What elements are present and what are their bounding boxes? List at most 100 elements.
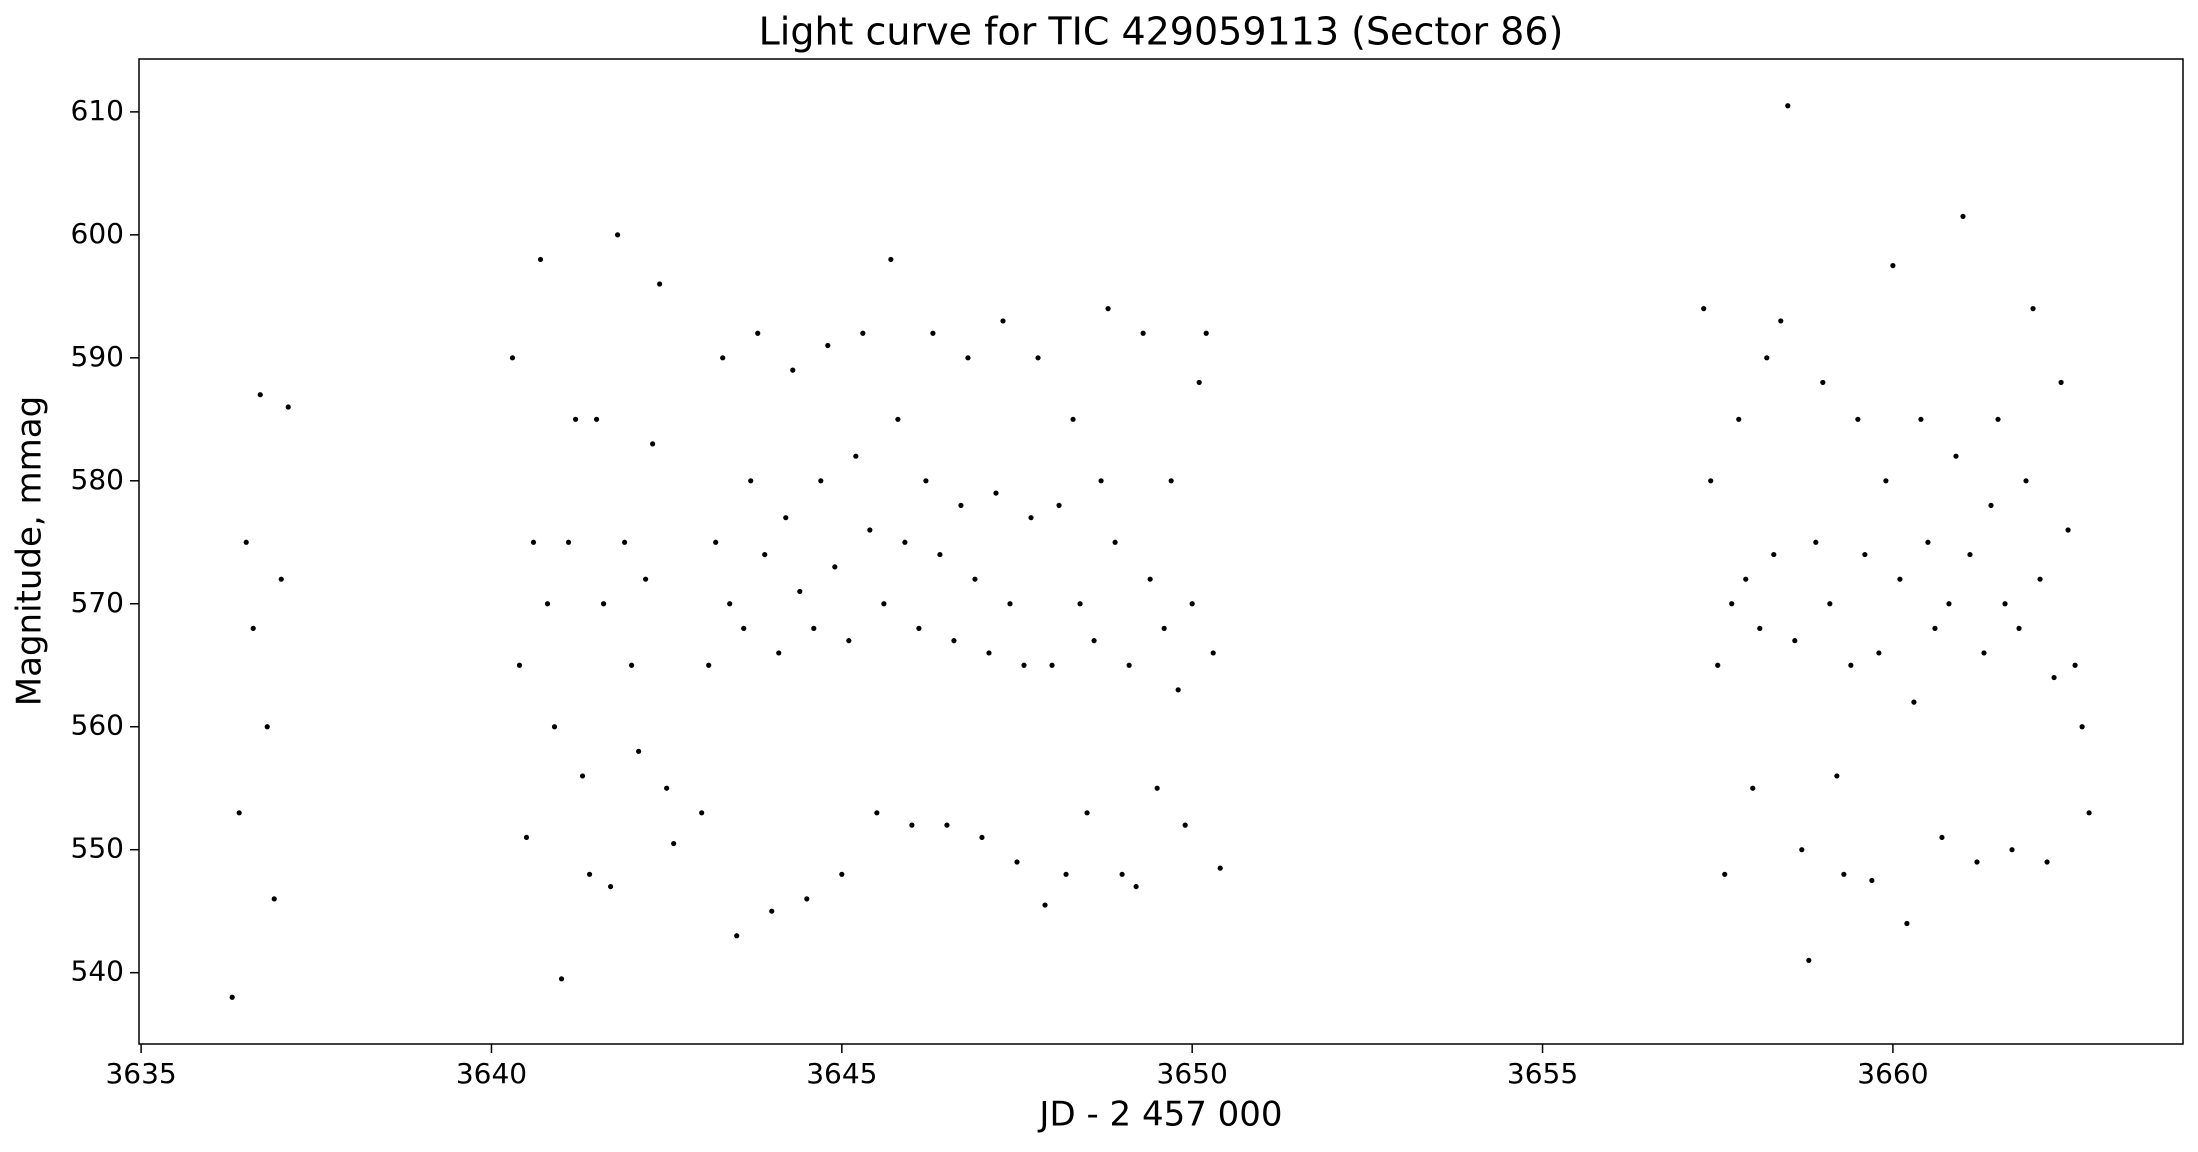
data-point bbox=[1112, 539, 1118, 545]
data-point bbox=[769, 908, 775, 914]
data-point bbox=[1196, 379, 1202, 386]
data-point bbox=[888, 256, 894, 263]
data-point bbox=[1876, 650, 1882, 656]
data-point bbox=[804, 896, 810, 902]
data-point bbox=[713, 539, 719, 545]
data-point bbox=[1140, 330, 1146, 336]
data-point bbox=[1750, 785, 1756, 791]
data-point bbox=[1813, 539, 1819, 545]
data-point bbox=[1806, 957, 1812, 963]
data-point bbox=[916, 625, 922, 631]
data-point bbox=[818, 478, 824, 484]
data-point bbox=[797, 588, 803, 595]
data-point bbox=[257, 392, 263, 398]
y-tick-label: 610 bbox=[71, 94, 124, 127]
data-point bbox=[930, 330, 936, 336]
data-point bbox=[1175, 687, 1181, 693]
data-point bbox=[853, 453, 859, 459]
data-point bbox=[1035, 355, 1041, 361]
data-point bbox=[923, 478, 929, 484]
data-point bbox=[657, 281, 663, 287]
y-tick-label: 560 bbox=[71, 709, 124, 742]
x-tick-label: 3660 bbox=[1857, 1057, 1928, 1090]
data-point bbox=[636, 748, 642, 754]
data-point bbox=[621, 539, 628, 545]
data-point bbox=[958, 502, 964, 508]
data-point bbox=[1729, 601, 1735, 607]
data-point bbox=[846, 638, 852, 644]
data-point bbox=[720, 355, 726, 361]
data-point bbox=[229, 994, 235, 1000]
data-point bbox=[1799, 847, 1805, 853]
data-point bbox=[579, 773, 586, 779]
data-point bbox=[762, 551, 768, 558]
data-point bbox=[629, 662, 635, 668]
data-point bbox=[2037, 576, 2043, 582]
data-point bbox=[2023, 478, 2029, 484]
data-point bbox=[1070, 416, 1076, 422]
data-point bbox=[1000, 318, 1006, 324]
data-point bbox=[1918, 416, 1924, 422]
data-point bbox=[1210, 650, 1216, 656]
data-point bbox=[243, 539, 249, 545]
data-point bbox=[1792, 638, 1798, 644]
data-point bbox=[1063, 871, 1069, 877]
data-point bbox=[1855, 416, 1861, 422]
data-point bbox=[1841, 871, 1847, 877]
data-point bbox=[1217, 865, 1223, 871]
data-point bbox=[1974, 859, 1980, 865]
data-point bbox=[832, 564, 838, 570]
data-point bbox=[1098, 478, 1104, 484]
data-point bbox=[544, 601, 551, 607]
data-point bbox=[664, 785, 670, 791]
data-point bbox=[2030, 306, 2036, 312]
data-point bbox=[650, 441, 656, 447]
data-point bbox=[1757, 625, 1763, 631]
data-point bbox=[516, 662, 523, 668]
data-point bbox=[1862, 551, 1868, 558]
data-point bbox=[944, 822, 950, 828]
data-point bbox=[1869, 877, 1875, 884]
data-point bbox=[1953, 453, 1959, 459]
data-point bbox=[755, 330, 761, 336]
data-point bbox=[951, 638, 957, 644]
data-point bbox=[860, 330, 866, 336]
data-point bbox=[1203, 330, 1209, 336]
data-point bbox=[509, 355, 516, 361]
data-point bbox=[530, 539, 537, 545]
data-point bbox=[600, 601, 607, 607]
data-point bbox=[523, 834, 530, 841]
data-point bbox=[2072, 662, 2078, 668]
data-point bbox=[1736, 416, 1742, 422]
data-point bbox=[671, 840, 677, 847]
data-point bbox=[811, 625, 817, 631]
data-point bbox=[593, 416, 600, 422]
data-point bbox=[565, 539, 572, 545]
data-point bbox=[2058, 379, 2064, 386]
data-point bbox=[1981, 650, 1987, 656]
data-point bbox=[1785, 103, 1791, 109]
data-point bbox=[1715, 662, 1721, 668]
data-point bbox=[699, 810, 705, 816]
data-point bbox=[572, 416, 579, 422]
data-point bbox=[748, 478, 754, 484]
data-point bbox=[1701, 306, 1707, 312]
data-point bbox=[1077, 601, 1083, 607]
data-point bbox=[1049, 662, 1055, 668]
data-point bbox=[1147, 576, 1153, 582]
data-point bbox=[250, 625, 256, 631]
data-point bbox=[1890, 262, 1896, 269]
data-point bbox=[839, 871, 845, 877]
data-point bbox=[586, 871, 593, 877]
data-point bbox=[1084, 810, 1090, 816]
data-point bbox=[874, 810, 880, 816]
y-tick-label: 550 bbox=[71, 832, 124, 865]
data-point bbox=[558, 976, 565, 982]
data-point bbox=[264, 724, 270, 730]
data-point bbox=[2051, 674, 2057, 681]
data-point bbox=[1708, 478, 1714, 484]
data-point bbox=[1743, 576, 1749, 582]
y-tick-label: 540 bbox=[71, 955, 124, 988]
data-point bbox=[1722, 871, 1728, 877]
